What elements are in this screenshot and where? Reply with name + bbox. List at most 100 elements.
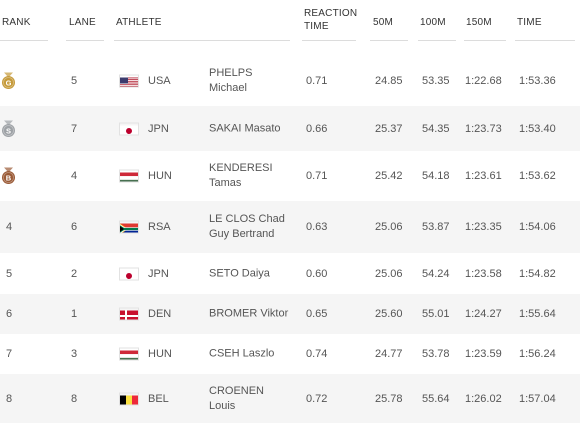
final-time-value: 1:53.62 <box>519 170 556 182</box>
split-50m-value: 24.85 <box>375 75 403 87</box>
svg-text:G: G <box>6 78 12 87</box>
athlete-name[interactable]: CSEH Laszlo <box>209 347 274 362</box>
athlete-name-line2: Tamas <box>209 177 242 189</box>
header-rule <box>66 40 104 41</box>
split-150m-value: 1:22.68 <box>465 75 502 87</box>
country-code: RSA <box>148 221 171 233</box>
final-time-value: 1:53.40 <box>519 122 556 135</box>
header-50m: 50M <box>373 17 394 28</box>
split-150m-value: 1:26.02 <box>465 392 502 405</box>
lane-value: 3 <box>71 348 78 360</box>
athlete-name-line1: SAKAI Masato <box>209 122 281 134</box>
athlete-name[interactable]: LE CLOS Chad Guy Bertrand <box>209 212 285 242</box>
svg-text:B: B <box>6 173 12 182</box>
split-150m-value: 1:24.27 <box>465 308 502 320</box>
rank-value: 5 <box>6 267 13 280</box>
rank-value: 6 <box>6 308 13 320</box>
reaction-time-value: 0.71 <box>306 170 328 182</box>
table-row: 5 2 JPN SETO Daiya 0.60 25.06 54.24 1:23.58 1:54… <box>0 253 580 294</box>
bel-flag <box>119 392 139 405</box>
split-150m-value: 1:23.35 <box>465 221 502 233</box>
reaction-time-value: 0.66 <box>306 122 328 135</box>
split-100m-value: 55.64 <box>422 392 450 405</box>
gold-medal-icon: G <box>0 72 17 90</box>
split-50m-value: 25.78 <box>375 392 403 405</box>
table-row: 6 1 DEN BROMER Viktor 0.65 25.60 55.01 1:24.27 1… <box>0 294 580 334</box>
lane-value: 8 <box>71 392 78 405</box>
split-100m-value: 53.78 <box>422 348 450 360</box>
country-code: HUN <box>148 170 172 182</box>
final-time-value: 1:53.36 <box>519 75 556 87</box>
athlete-name[interactable]: CROENEN Louis <box>209 384 264 414</box>
athlete-name-line2: Michael <box>209 82 247 94</box>
table-row: G 5 USA PHELPS Michael 0.71 24.85 53.35 1:22.68 1… <box>0 56 580 106</box>
country-code: DEN <box>148 308 172 320</box>
final-time-value: 1:55.64 <box>519 308 556 320</box>
split-100m-value: 55.01 <box>422 308 450 320</box>
reaction-time-value: 0.71 <box>306 75 328 87</box>
svg-text:S: S <box>6 126 11 135</box>
header-rule <box>302 40 356 41</box>
silver-medal-icon: S <box>0 120 17 137</box>
reaction-time-value: 0.72 <box>306 392 328 405</box>
country-code: HUN <box>148 348 172 360</box>
header-rule <box>114 40 290 41</box>
reaction-time-value: 0.60 <box>306 267 328 280</box>
split-100m-value: 54.24 <box>422 267 450 280</box>
final-time-value: 1:56.24 <box>519 348 556 360</box>
jpn-flag <box>119 267 139 280</box>
final-time-value: 1:54.06 <box>519 221 556 233</box>
athlete-name-line2: Guy Bertrand <box>209 228 275 240</box>
header-rule <box>464 40 506 41</box>
split-50m-value: 25.42 <box>375 170 403 182</box>
athlete-name-line1: KENDERESI <box>209 162 273 174</box>
split-50m-value: 25.60 <box>375 308 403 320</box>
split-100m-value: 53.35 <box>422 75 450 87</box>
lane-value: 4 <box>71 170 78 182</box>
header-150m: 150M <box>466 17 492 28</box>
split-50m-value: 25.06 <box>375 221 403 233</box>
reaction-time-value: 0.74 <box>306 348 328 360</box>
lane-value: 7 <box>71 122 78 135</box>
rank-value: 7 <box>6 348 13 360</box>
athlete-name-line1: LE CLOS Chad <box>209 213 285 225</box>
athlete-name[interactable]: KENDERESI Tamas <box>209 161 273 191</box>
country-code: JPN <box>148 267 169 280</box>
table-row: B 4 HUN KENDERESI Tamas 0.71 25.42 54.18 1:23.61… <box>0 151 580 201</box>
split-150m-value: 1:23.58 <box>465 267 502 280</box>
rsa-flag <box>119 220 139 234</box>
header-reaction-line1: REACTION <box>304 8 358 19</box>
split-150m-value: 1:23.73 <box>465 122 502 135</box>
header-100m: 100M <box>420 17 446 28</box>
athlete-name-line1: PHELPS <box>209 67 253 79</box>
lane-value: 6 <box>71 221 78 233</box>
athlete-name-line1: CSEH Laszlo <box>209 347 275 360</box>
lane-value: 1 <box>71 308 78 320</box>
hun-flag <box>119 169 139 183</box>
athlete-name[interactable]: BROMER Viktor <box>209 307 288 322</box>
reaction-time-value: 0.65 <box>306 308 328 320</box>
reaction-time-value: 0.63 <box>306 221 328 233</box>
jpn-flag <box>119 122 139 135</box>
header-reaction-line2: TIME <box>304 21 329 32</box>
athlete-name-line2: Louis <box>209 399 236 412</box>
athlete-name[interactable]: SETO Daiya <box>209 266 270 281</box>
split-100m-value: 54.35 <box>422 122 450 135</box>
country-code: JPN <box>148 122 169 135</box>
table-row: 8 8 BEL CROENEN Louis 0.72 25.78 55.64 1:26.02 1:… <box>0 374 580 423</box>
results-table-header: RANK LANE ATHLETE REACTION TIME 50M 100M… <box>0 0 580 44</box>
athlete-name-line1: BROMER Viktor <box>209 307 289 320</box>
split-150m-value: 1:23.61 <box>465 170 502 182</box>
split-100m-value: 54.18 <box>422 170 450 182</box>
header-rule <box>370 40 408 41</box>
split-50m-value: 24.77 <box>375 348 403 360</box>
header-lane: LANE <box>69 17 96 28</box>
athlete-name-line1: SETO Daiya <box>209 267 270 279</box>
lane-value: 2 <box>71 267 78 280</box>
athlete-name-line1: CROENEN <box>209 384 265 397</box>
athlete-name[interactable]: PHELPS Michael <box>209 66 252 96</box>
athlete-name[interactable]: SAKAI Masato <box>209 121 281 136</box>
split-150m-value: 1:23.59 <box>465 348 502 360</box>
country-code: USA <box>148 75 171 87</box>
final-time-value: 1:54.82 <box>519 267 556 280</box>
